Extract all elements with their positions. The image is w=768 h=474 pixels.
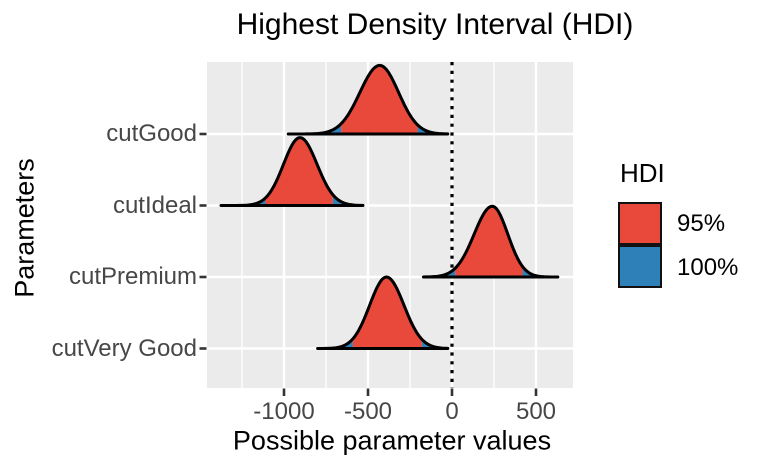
- legend-swatch-100-icon: [618, 245, 662, 288]
- ridge-cutGood-outline: [286, 63, 450, 136]
- ridge-cutIdeal-outline: [219, 136, 365, 207]
- legend-label-100: 100%: [677, 254, 739, 281]
- legend-swatch-95-icon: [618, 202, 662, 245]
- ridge-cutVeryGood-hdi100-right-tail: [421, 339, 448, 349]
- ridge-cutGood-hdi95-body: [341, 65, 418, 134]
- y-tick-label-cutGood: cutGood: [106, 120, 197, 147]
- plot-title: Highest Density Interval (HDI): [236, 8, 634, 41]
- y-tick-label-cutVeryGood: cutVery Good: [51, 334, 197, 362]
- x-tick-label-neg1000: -1000: [253, 398, 315, 425]
- ridge-cutPremium-hdi95-body: [455, 206, 523, 277]
- x-tick-label-0: 0: [445, 398, 459, 425]
- legend-label-95: 95%: [677, 210, 726, 237]
- ridge-cutIdeal-hdi95-body: [265, 137, 333, 206]
- y-tick-label-cutPremium: cutPremium: [68, 263, 197, 290]
- ridge-cutVeryGood-outline: [316, 275, 450, 350]
- ridge-cutVeryGood-hdi95-body: [352, 277, 422, 349]
- y-tick-label-cutIdeal: cutIdeal: [112, 191, 197, 219]
- x-tick-label-neg500: -500: [343, 398, 393, 425]
- ridge-cutPremium-outline: [421, 204, 560, 279]
- x-tick-label-500: 500: [515, 398, 557, 425]
- legend-title: HDI: [620, 158, 665, 188]
- x-axis-title: Possible parameter values: [232, 425, 552, 456]
